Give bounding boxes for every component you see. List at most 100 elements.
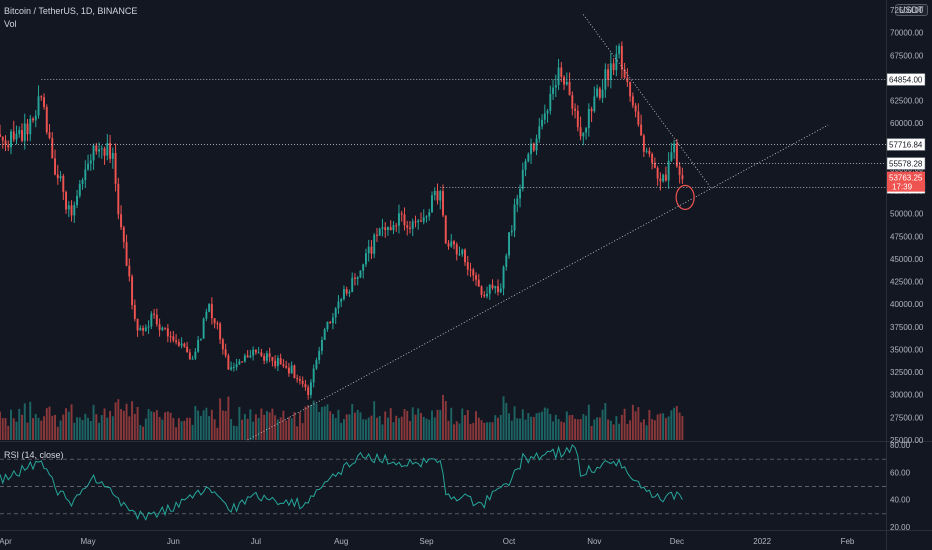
volume-bar (593, 419, 596, 440)
candle (177, 342, 180, 346)
candle (274, 360, 277, 367)
volume-bar (384, 411, 387, 440)
volume-bar (557, 419, 560, 440)
candle (136, 318, 139, 331)
volume-bar (252, 421, 255, 440)
candle (411, 221, 414, 229)
candle (403, 214, 406, 226)
candle (34, 115, 37, 121)
volume-bar (73, 422, 76, 440)
candle (106, 142, 109, 156)
price-tick-label: 37500.00 (890, 323, 924, 332)
candle (331, 317, 334, 324)
volume-bar (326, 404, 329, 440)
volume-bar (494, 415, 497, 440)
candle (353, 277, 356, 280)
volume-bar (92, 404, 95, 440)
candle (276, 358, 279, 367)
volume-bar (370, 415, 373, 440)
candle (480, 286, 483, 295)
candle (477, 279, 480, 287)
volume-bar (571, 414, 574, 440)
volume-bar (486, 422, 488, 440)
candle (351, 277, 354, 293)
volume-bar (425, 418, 428, 440)
volume-bar (455, 421, 458, 440)
time-tick-label: Aug (334, 537, 348, 546)
candle (329, 321, 332, 324)
volume-bar (249, 409, 252, 440)
volume-bar (296, 426, 299, 440)
volume-bar (524, 419, 527, 440)
volume-bar (477, 417, 480, 440)
volume-bar (15, 421, 18, 440)
volume-bar (345, 414, 348, 440)
volume-bar (601, 409, 604, 440)
volume-bar (114, 402, 117, 440)
candle (472, 269, 475, 276)
candle (122, 227, 125, 243)
volume-bar (232, 425, 235, 440)
volume-bar (318, 411, 321, 440)
volume-bar (29, 401, 32, 440)
candle (546, 110, 549, 114)
volume-bar (673, 407, 676, 440)
candle (659, 178, 662, 182)
candle (530, 143, 533, 155)
volume-bar (117, 399, 120, 440)
candle (538, 126, 541, 139)
volume-bar (576, 419, 579, 440)
candle (235, 364, 238, 368)
candle (466, 262, 469, 270)
volume-bar (359, 412, 362, 440)
candle (384, 227, 387, 230)
candle (98, 149, 101, 152)
candle (334, 308, 337, 318)
candle (4, 140, 7, 145)
candle (651, 153, 654, 163)
volume-bar (618, 423, 621, 440)
level-label: 57716.84 (889, 141, 923, 150)
candle (653, 162, 656, 168)
candle (560, 67, 563, 77)
candle (197, 339, 200, 352)
time-tick-label: Dec (670, 537, 684, 546)
candle (169, 336, 172, 338)
volume-bar (480, 420, 483, 440)
candle (337, 301, 340, 309)
candle (587, 108, 590, 129)
volume-bar (268, 412, 271, 440)
candle (422, 217, 425, 222)
candle (678, 166, 681, 176)
volume-bar (411, 407, 414, 440)
candle (475, 275, 477, 280)
candle (254, 349, 257, 353)
volume-bar (186, 417, 189, 440)
candle (563, 76, 566, 85)
volume-bar (541, 411, 544, 440)
candle (263, 355, 266, 361)
currency-badge[interactable]: USDT (895, 4, 928, 16)
volume-bar (243, 413, 246, 440)
candle (76, 195, 79, 206)
volume-bar (598, 417, 601, 440)
candle (488, 284, 491, 294)
candle (662, 174, 665, 182)
volume-bar (574, 418, 577, 440)
volume-bar (263, 414, 266, 440)
volume-bar (142, 426, 145, 440)
candle (309, 382, 312, 395)
candle (320, 339, 323, 351)
candle (453, 241, 455, 245)
candle (444, 215, 447, 244)
candle (387, 227, 389, 230)
volume-bar (373, 401, 376, 440)
volume-bar (84, 413, 87, 440)
volume-bar (505, 402, 508, 440)
candle (26, 123, 29, 135)
candle (637, 111, 640, 125)
volume-bar (40, 420, 43, 440)
level-badge (886, 138, 926, 151)
